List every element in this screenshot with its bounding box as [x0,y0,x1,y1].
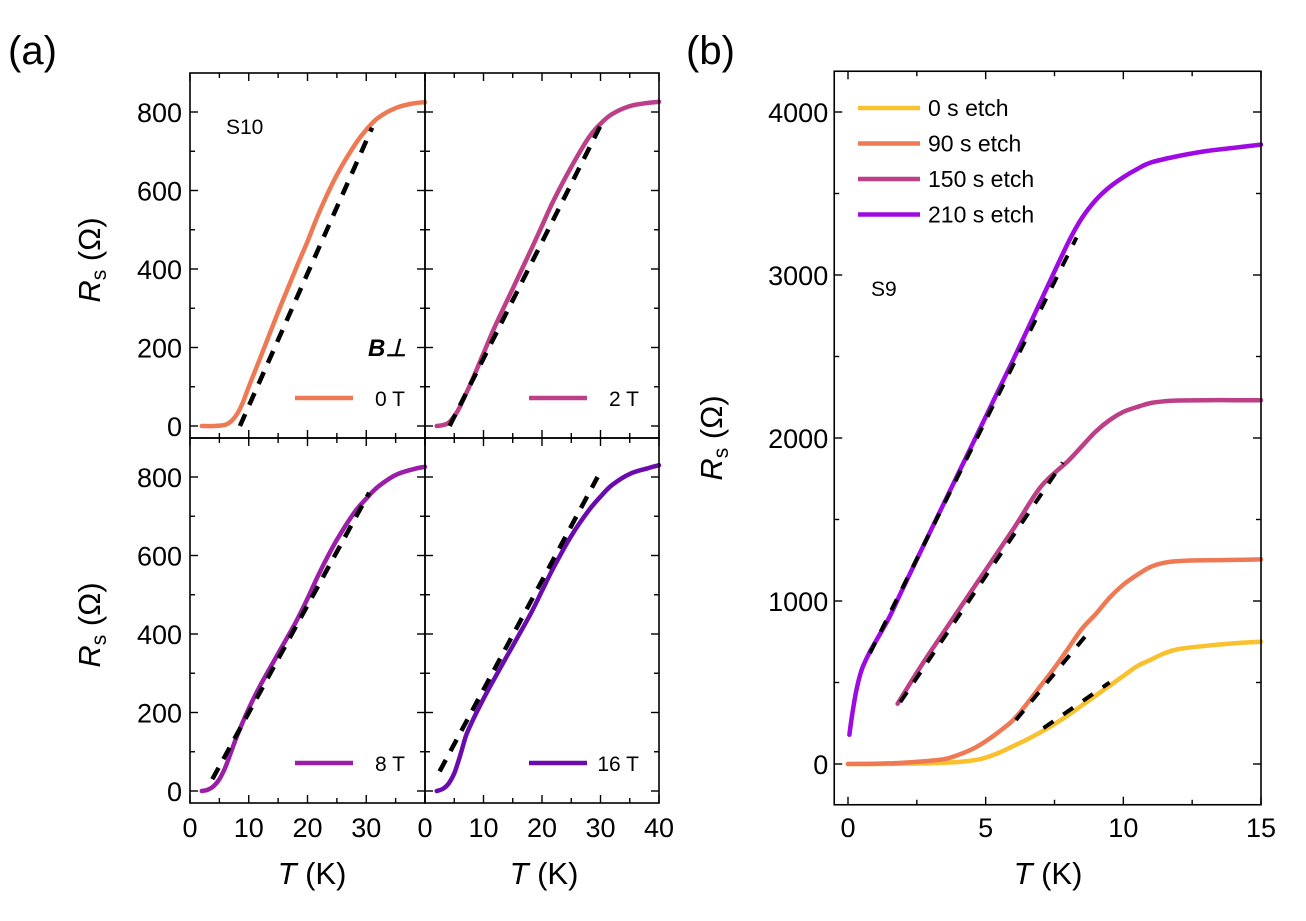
ylabel-symbol: R [72,645,107,667]
y-tick-label: 4000 [768,98,828,128]
x-tick-label: 5 [978,813,993,843]
y-tick-label: 200 [137,699,182,729]
fit-line-150-s-etch [898,461,1065,704]
sample-label-s10: S10 [226,116,263,139]
ylabel-subscript: s [88,270,111,281]
legend-title-b-perp: B⊥ [368,335,406,362]
xlabel-symbol: T [1014,856,1035,891]
ylabel-subscript: s [88,635,111,646]
y-tick-label: 2000 [768,424,828,454]
fit-line-8t [210,491,372,781]
x-tick-label: 0 [182,813,197,843]
panel-label-b: (b) [686,29,735,73]
y-tick-label: 400 [137,255,182,285]
panel-a-legends: 0 T 2 T 8 T 16 T [295,388,639,776]
x-tick-label: 40 [644,813,674,843]
panel-b-curves [845,142,1264,767]
x-tick-label: 30 [585,813,615,843]
panel-a-left-xlabel: T (K) [278,856,347,891]
y-tick-label: 800 [137,98,182,128]
y-tick-label: 0 [167,412,182,442]
xlabel-unit: (K) [529,856,579,891]
panel-a-curves [199,99,662,794]
sample-label-s9: S9 [871,278,897,301]
panel-a-tick-labels: 0 200 400 600 800 0 200 400 600 800 0 10 20 30 0 10 20 30… [137,98,674,843]
x-tick-label: 10 [1108,813,1138,843]
panel-b-xlabel: T (K) [1014,856,1083,891]
y-tick-label: 3000 [768,261,828,291]
fit-line-210-s-etch [868,236,1079,655]
x-tick-label: 30 [351,813,381,843]
ylabel-unit: (Ω) [72,217,107,269]
legend-label: 0 T [375,388,405,411]
legend-label: 0 s etch [928,95,1009,121]
y-tick-label: 0 [167,777,182,807]
curve-2t [434,99,662,429]
y-tick-label: 1000 [768,587,828,617]
fit-line-16t [437,475,600,773]
ylabel-symbol: R [72,280,107,302]
curve-8t [199,464,428,794]
xlabel-symbol: T [510,856,531,891]
y-tick-label: 600 [137,177,182,207]
legend-label: 8 T [375,753,405,776]
panel-b-frame [833,70,1262,806]
panel-b-legend: 0 s etch 90 s etch 150 s etch 210 s etch [858,95,1034,228]
fit-line-0-s-etch [1042,680,1111,730]
legend-label: 210 s etch [928,202,1034,228]
panel-a-top-ylabel: Rs (Ω) [72,217,111,302]
y-tick-label: 400 [137,620,182,650]
curve-90-s-etch [845,557,1264,767]
curve-150-s-etch [895,397,1264,706]
plot-frame [833,70,1262,806]
panel-b-ticks [834,71,1262,805]
panel-b: 0 1000 2000 3000 4000 0 5 10 15 0 s etch 90 s etc… [694,70,1276,891]
legend-title-text: B⊥ [368,335,406,362]
panel-a-right-xlabel: T (K) [510,856,579,891]
panel-b-tick-labels: 0 1000 2000 3000 4000 0 5 10 15 [768,98,1276,843]
x-tick-label: 0 [840,813,855,843]
panel-a-bottom-ylabel: Rs (Ω) [72,582,111,667]
fit-line-0t [237,126,375,427]
ylabel-unit: (Ω) [72,582,107,634]
fit-line-90-s-etch [1014,632,1090,722]
y-tick-label: 200 [137,334,182,364]
panel-a: 0 200 400 600 800 0 200 400 600 800 0 10 20 30 0 10 20 30… [72,72,674,891]
panel-label-a: (a) [8,29,57,73]
y-tick-label: 0 [813,750,828,780]
curve-16t [434,462,662,794]
x-tick-label: 15 [1246,813,1276,843]
ylabel-subscript: s [710,448,733,459]
x-tick-label: 20 [527,813,557,843]
x-tick-label: 10 [234,813,264,843]
panel-b-ylabel: Rs (Ω) [694,395,733,480]
x-tick-label: 20 [292,813,322,843]
xlabel-unit: (K) [297,856,347,891]
x-tick-label: 10 [468,813,498,843]
subplot-frame-2 [189,437,426,804]
panel-a-ticks [189,73,660,803]
curve-0t [199,99,428,429]
y-tick-label: 600 [137,542,182,572]
curve-0-s-etch [845,639,1264,767]
xlabel-unit: (K) [1033,856,1083,891]
subplot-frame-1 [424,72,660,439]
x-tick-label: 0 [417,813,432,843]
legend-label: 2 T [609,388,639,411]
fit-line-2t [447,118,606,428]
legend-label: 16 T [597,753,639,776]
xlabel-symbol: T [278,856,299,891]
ylabel-symbol: R [694,458,729,480]
y-tick-label: 800 [137,463,182,493]
legend-label: 150 s etch [928,166,1034,192]
ylabel-unit: (Ω) [694,395,729,447]
legend-label: 90 s etch [928,131,1021,157]
